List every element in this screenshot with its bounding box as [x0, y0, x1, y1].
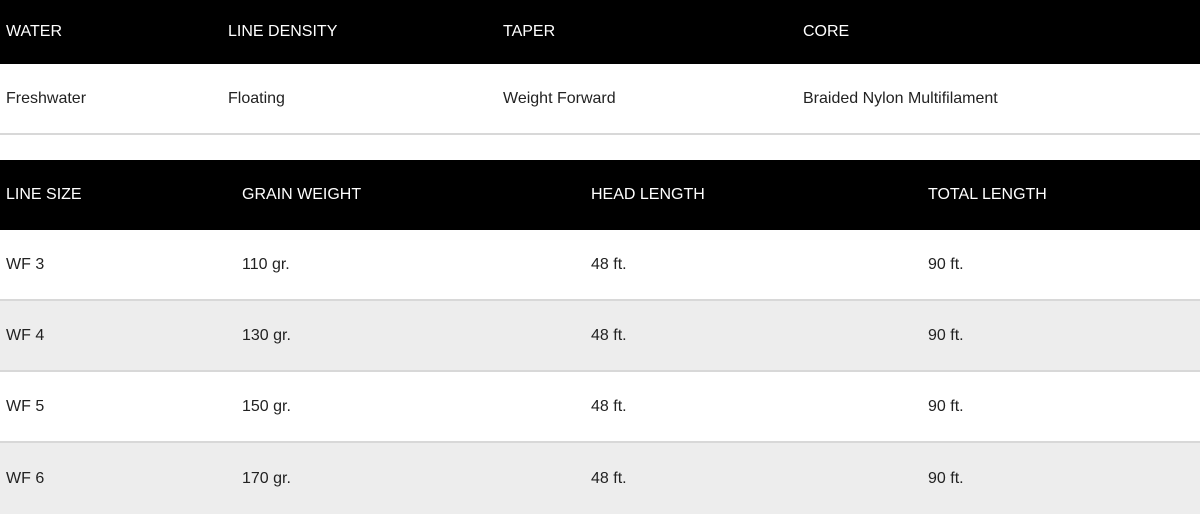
header-head-length: HEAD LENGTH	[591, 186, 705, 203]
table-row: WF 6 170 gr. 48 ft. 90 ft.	[0, 443, 1200, 514]
cell-core: Braided Nylon Multifilament	[803, 89, 998, 107]
table-row: WF 3 110 gr. 48 ft. 90 ft.	[0, 230, 1200, 301]
specs-header-row: WATER LINE DENSITY TAPER CORE	[0, 0, 1200, 64]
header-line-density: LINE DENSITY	[228, 23, 338, 40]
cell-total-length: 90 ft.	[928, 255, 964, 273]
cell-grain-weight: 170 gr.	[242, 469, 291, 487]
cell-total-length: 90 ft.	[928, 469, 964, 487]
header-taper: TAPER	[503, 23, 556, 40]
cell-line-size: WF 6	[6, 469, 45, 487]
table-row: WF 4 130 gr. 48 ft. 90 ft.	[0, 301, 1200, 372]
header-grain-weight: GRAIN WEIGHT	[242, 186, 362, 203]
specs-row: Freshwater Floating Weight Forward Braid…	[0, 64, 1200, 135]
header-core: CORE	[803, 23, 850, 40]
cell-head-length: 48 ft.	[591, 469, 627, 487]
cell-grain-weight: 150 gr.	[242, 397, 291, 415]
cell-grain-weight: 110 gr.	[242, 255, 290, 273]
specs-table: WATER LINE DENSITY TAPER CORE Freshwater…	[0, 0, 1200, 135]
sizes-header-row: LINE SIZE GRAIN WEIGHT HEAD LENGTH TOTAL…	[0, 160, 1200, 230]
cell-line-density: Floating	[228, 89, 285, 107]
sizes-table: LINE SIZE GRAIN WEIGHT HEAD LENGTH TOTAL…	[0, 160, 1200, 514]
header-water: WATER	[6, 23, 62, 40]
table-row: WF 5 150 gr. 48 ft. 90 ft.	[0, 372, 1200, 443]
cell-line-size: WF 5	[6, 397, 45, 415]
cell-total-length: 90 ft.	[928, 397, 964, 415]
cell-taper: Weight Forward	[503, 89, 616, 107]
header-total-length: TOTAL LENGTH	[928, 186, 1047, 203]
cell-head-length: 48 ft.	[591, 397, 627, 415]
cell-line-size: WF 4	[6, 326, 45, 344]
cell-grain-weight: 130 gr.	[242, 326, 291, 344]
cell-line-size: WF 3	[6, 255, 45, 273]
header-line-size: LINE SIZE	[6, 186, 82, 203]
cell-water: Freshwater	[6, 89, 87, 107]
cell-head-length: 48 ft.	[591, 326, 627, 344]
cell-total-length: 90 ft.	[928, 326, 964, 344]
cell-head-length: 48 ft.	[591, 255, 627, 273]
